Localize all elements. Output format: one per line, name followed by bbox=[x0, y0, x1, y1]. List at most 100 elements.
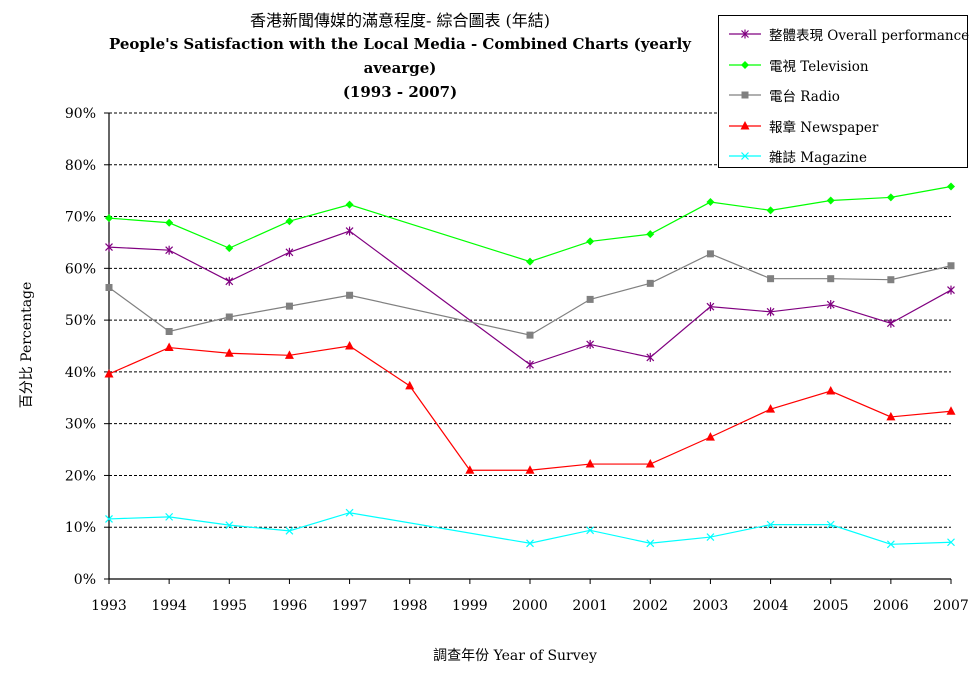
legend-marker bbox=[741, 60, 749, 69]
data-point bbox=[104, 368, 114, 378]
y-tick-label: 70% bbox=[65, 210, 96, 226]
legend-marker bbox=[741, 91, 749, 99]
data-point bbox=[766, 206, 775, 215]
series-line-1 bbox=[108, 185, 952, 263]
x-axis-title: 調查年份 Year of Survey bbox=[433, 648, 597, 664]
data-point bbox=[705, 432, 715, 441]
x-tick-label: 2001 bbox=[572, 598, 608, 614]
y-tick-label: 80% bbox=[65, 158, 96, 174]
y-tick-label: 10% bbox=[65, 520, 96, 536]
data-point bbox=[525, 465, 535, 474]
legend-marker bbox=[740, 120, 750, 129]
data-point bbox=[826, 520, 835, 529]
data-point bbox=[766, 520, 775, 529]
legend-swatch bbox=[729, 91, 761, 99]
y-tick-label: 0% bbox=[74, 572, 96, 588]
y-tick-label: 90% bbox=[65, 106, 96, 122]
data-point bbox=[346, 291, 354, 299]
data-point bbox=[105, 242, 113, 252]
series-line-4 bbox=[108, 512, 952, 545]
data-point bbox=[947, 182, 955, 191]
x-tick-label: 1996 bbox=[272, 598, 308, 614]
x-tick-label: 1999 bbox=[452, 598, 488, 614]
data-point bbox=[345, 226, 354, 236]
legend-label: 整體表現 Overall performance bbox=[769, 28, 970, 44]
data-point bbox=[105, 214, 113, 223]
legend-swatch bbox=[729, 152, 761, 160]
data-point bbox=[345, 508, 354, 517]
data-point bbox=[706, 533, 715, 541]
data-point bbox=[164, 342, 174, 352]
chart-legend: 整體表現 Overall performance 電視 Television 電台 … bbox=[718, 15, 970, 168]
y-tick-label: 30% bbox=[65, 417, 96, 433]
data-point bbox=[225, 521, 234, 530]
data-point bbox=[405, 380, 415, 390]
data-point bbox=[526, 539, 534, 548]
chart-subtitle: (1993 - 2007) bbox=[342, 83, 458, 101]
legend-swatch bbox=[729, 29, 761, 39]
data-point bbox=[646, 352, 655, 362]
legend-label: 報章 Newspaper bbox=[769, 119, 879, 136]
data-point bbox=[886, 411, 896, 421]
data-point bbox=[646, 279, 654, 287]
data-point bbox=[345, 200, 354, 209]
data-point bbox=[225, 244, 234, 253]
data-point bbox=[586, 526, 595, 535]
data-point bbox=[826, 300, 835, 310]
legend-label: 雜誌 Magazine bbox=[769, 150, 867, 166]
x-tick-label: 2000 bbox=[512, 598, 548, 614]
legend-marker bbox=[741, 152, 749, 160]
data-point bbox=[706, 198, 715, 207]
x-tick-label: 1993 bbox=[91, 598, 127, 614]
legend-label: 電視 Television bbox=[769, 58, 869, 75]
data-point bbox=[285, 247, 294, 257]
y-tick-label: 20% bbox=[65, 468, 96, 484]
data-point bbox=[225, 313, 233, 321]
y-axis-title: 百分比 Percentage bbox=[19, 281, 35, 409]
x-tick-label: 1998 bbox=[392, 598, 428, 614]
data-point bbox=[165, 328, 173, 336]
data-point bbox=[767, 275, 775, 283]
data-point bbox=[766, 404, 776, 413]
legend-item: 電台 Radio bbox=[727, 85, 840, 105]
legend-swatch bbox=[729, 120, 761, 129]
data-point bbox=[646, 230, 655, 239]
x-tick-label: 2007 bbox=[933, 598, 969, 614]
y-tick-label: 40% bbox=[65, 365, 96, 381]
data-point bbox=[165, 512, 174, 521]
data-point bbox=[887, 276, 895, 284]
x-tick-label: 1997 bbox=[332, 598, 368, 614]
data-point bbox=[585, 459, 595, 468]
data-point bbox=[526, 331, 534, 339]
legend-label: 電台 Radio bbox=[769, 89, 840, 105]
series-line-0 bbox=[108, 230, 952, 366]
data-point bbox=[886, 540, 895, 549]
x-tick-label: 2005 bbox=[813, 598, 849, 614]
data-point bbox=[826, 196, 835, 205]
x-tick-label: 1995 bbox=[211, 598, 247, 614]
data-point bbox=[586, 237, 595, 246]
data-point bbox=[285, 302, 293, 310]
data-point bbox=[886, 193, 895, 202]
data-point bbox=[225, 276, 234, 286]
data-point bbox=[946, 406, 956, 415]
legend-item: 報章 Newspaper bbox=[727, 116, 878, 136]
data-point bbox=[526, 360, 534, 370]
data-point bbox=[285, 217, 294, 226]
data-point bbox=[886, 318, 895, 328]
y-tick-label: 60% bbox=[65, 261, 96, 277]
data-point bbox=[827, 275, 835, 283]
chart-title: People's Satisfaction with the Local Med… bbox=[108, 35, 692, 77]
chart-title-chinese: 香港新聞傳媒的滿意程度- 綜合圖表 (年結) bbox=[249, 11, 551, 30]
series-line-2 bbox=[108, 253, 952, 336]
data-point bbox=[947, 538, 955, 547]
data-point bbox=[284, 350, 294, 359]
data-point bbox=[826, 386, 836, 395]
chart-title-block: 香港新聞傳媒的滿意程度- 綜合圖表 (年結) People's Satisfac… bbox=[90, 10, 710, 104]
data-point bbox=[706, 250, 714, 258]
data-point bbox=[766, 307, 775, 317]
x-tick-label: 1994 bbox=[151, 598, 187, 614]
data-point bbox=[165, 245, 174, 255]
legend-marker bbox=[741, 29, 749, 39]
